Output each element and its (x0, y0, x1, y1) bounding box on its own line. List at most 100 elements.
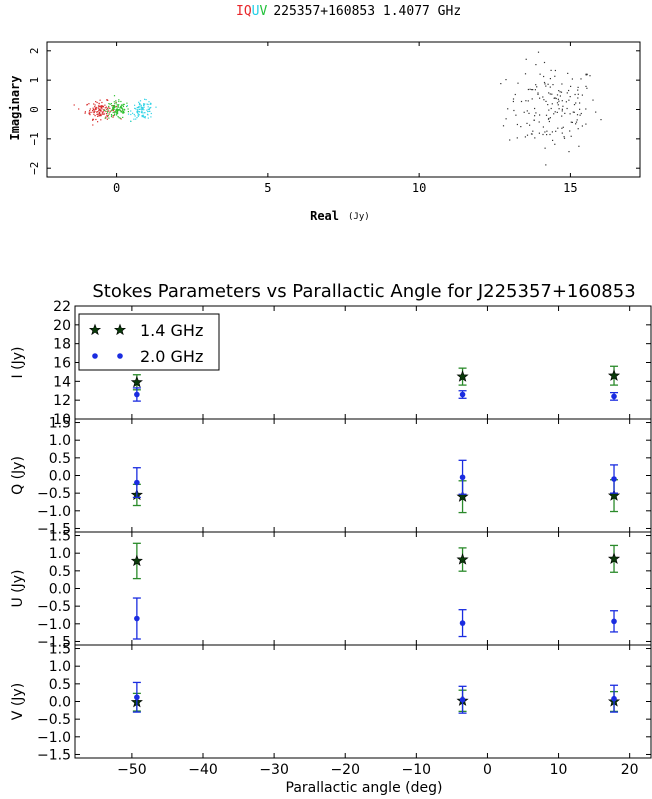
y-tick-label: −1.5 (37, 521, 71, 537)
visibility-point (110, 103, 112, 105)
visibility-point (142, 114, 144, 116)
x-tick-label: −30 (259, 762, 289, 778)
data-point-star (607, 369, 621, 381)
visibility-point (529, 124, 531, 126)
y-tick-label: 1 (28, 77, 41, 84)
visibility-point (560, 91, 563, 93)
visibility-point (134, 104, 136, 106)
visibility-point (126, 102, 128, 104)
visibility-point (112, 107, 114, 109)
visibility-point (95, 118, 97, 121)
visibility-point (523, 111, 525, 113)
legend-label-2-0ghz: 2.0 GHz (140, 347, 203, 366)
visibility-point (97, 121, 99, 123)
visibility-point (104, 117, 106, 119)
y-tick-label: −1.5 (37, 634, 71, 650)
visibility-point (531, 98, 533, 100)
visibility-point (107, 99, 109, 101)
visibility-point (532, 130, 534, 132)
visibility-point (570, 85, 572, 87)
visibility-point (585, 85, 587, 87)
y-tick-label: 1.5 (49, 529, 71, 545)
visibility-point (114, 106, 116, 108)
legend-star (113, 323, 127, 336)
y-tick-label: −0.5 (37, 486, 71, 502)
visibility-point (551, 93, 553, 95)
visibility-point (558, 90, 560, 92)
data-point-dot (611, 695, 617, 702)
visibility-plot-frame (46, 41, 641, 178)
visibility-point (554, 75, 556, 77)
stokes-x-ticks: −50 −40 −30 −20 −10 0 10 20 (117, 762, 638, 778)
visibility-point (136, 117, 138, 119)
visibility-point (100, 119, 102, 121)
visibility-point (600, 119, 602, 121)
visibility-point (149, 110, 151, 112)
visibility-point (529, 88, 531, 90)
visibility-point (567, 72, 569, 74)
visibility-point (576, 114, 579, 116)
visibility-point (543, 99, 545, 101)
visibility-point (564, 112, 566, 114)
visibility-point (94, 106, 96, 108)
visibility-point (561, 132, 563, 134)
visibility-point (112, 109, 115, 111)
visibility-point (576, 119, 578, 121)
visibility-point (78, 108, 80, 110)
series-1-4ghz (130, 542, 621, 580)
visibility-point (103, 113, 105, 115)
visibility-point (527, 100, 529, 102)
visibility-point (96, 111, 98, 113)
visibility-point (116, 114, 118, 116)
visibility-point (137, 107, 139, 109)
y-tick-label: 0.5 (49, 677, 71, 693)
visibility-point (113, 111, 115, 113)
visibility-point (89, 108, 91, 110)
visibility-point (97, 113, 99, 115)
visibility-point (98, 114, 100, 116)
data-point-dot (134, 615, 140, 622)
visibility-point (138, 102, 141, 105)
x-tick-label: 10 (412, 181, 426, 195)
visibility-point (108, 105, 110, 107)
visibility-point (139, 108, 141, 110)
visibility-point (115, 108, 117, 111)
title-letter-i: I (236, 4, 244, 19)
visibility-point (563, 137, 566, 139)
visibility-point (561, 108, 563, 110)
visibility-point (127, 113, 130, 115)
visibility-point (149, 103, 151, 105)
visibility-point (139, 111, 141, 113)
visibility-point (552, 139, 554, 141)
visibility-point (117, 106, 119, 108)
visibility-point (150, 116, 152, 118)
visibility-point (577, 86, 579, 88)
visibility-point (531, 133, 533, 135)
visibility-point (108, 113, 110, 115)
y-tick-label: 0.5 (49, 451, 71, 467)
cluster-v (103, 95, 132, 122)
visibility-point (96, 113, 98, 115)
visibility-point (566, 107, 568, 110)
visibility-point (116, 104, 118, 106)
visibility-point (539, 97, 541, 99)
stokes-panel-u: 1.51.0 0.5 0.0−0.5 −1.0−1.5 U (Jy) (10, 529, 652, 650)
visibility-point (110, 114, 113, 116)
visibility-point (500, 83, 502, 85)
data-point-star (456, 370, 469, 382)
panel-y-label: Q (Jy) (10, 456, 26, 495)
visibility-point (585, 73, 587, 75)
visibility-point (545, 164, 547, 166)
visibility-point (573, 111, 575, 113)
visibility-point (144, 103, 146, 105)
legend-marker-1-4ghz (88, 323, 127, 336)
visibility-point (106, 114, 108, 116)
visibility-point (595, 111, 597, 113)
visibility-point (103, 109, 105, 111)
visibility-point (577, 89, 579, 91)
visibility-point (577, 93, 579, 95)
visibility-point (507, 108, 509, 110)
visibility-point (137, 110, 139, 112)
visibility-point (585, 123, 587, 125)
visibility-point (517, 82, 519, 84)
